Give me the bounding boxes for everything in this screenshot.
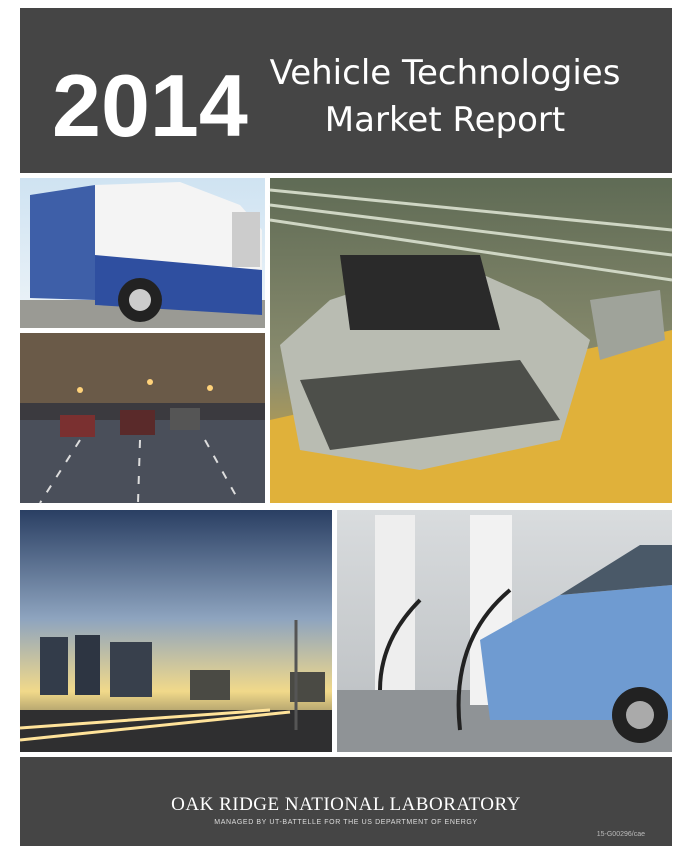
photo-ev bbox=[337, 510, 672, 752]
photo-street bbox=[20, 333, 265, 503]
title-line: Market Report bbox=[325, 100, 565, 140]
year: 2014 bbox=[52, 56, 248, 155]
photo-truck bbox=[20, 178, 265, 328]
organization: OAK RIDGE NATIONAL LABORATORY bbox=[171, 794, 521, 815]
photo-city bbox=[20, 510, 332, 752]
cover: 2014 Vehicle Technologies Market Report bbox=[0, 0, 673, 846]
title-line: Vehicle Technologies bbox=[270, 53, 621, 93]
tagline: MANAGED BY UT-BATTELLE FOR THE US DEPART… bbox=[214, 819, 477, 826]
document-code: 15-G00296/cae bbox=[597, 831, 645, 838]
photo-factory bbox=[270, 178, 672, 503]
page: 2014 Vehicle Technologies Market Report bbox=[0, 0, 673, 846]
